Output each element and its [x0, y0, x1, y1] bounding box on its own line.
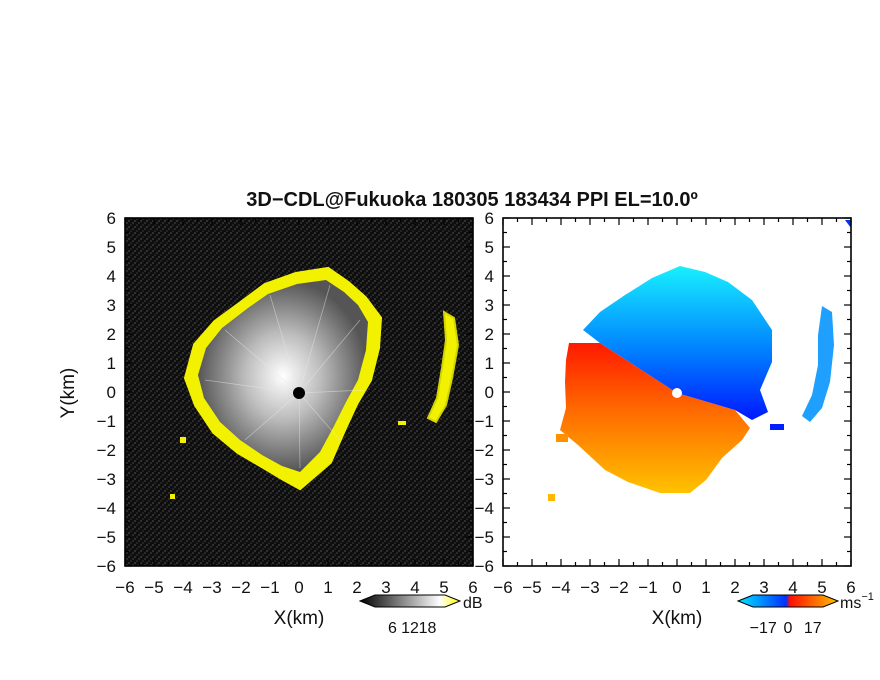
colorbar-tick-label: 0	[784, 620, 793, 637]
y-tick-label: −2	[97, 441, 116, 460]
y-tick-label: −6	[475, 557, 494, 576]
velocity-colorbar-bar	[736, 594, 840, 608]
x-tick-label: 4	[788, 578, 797, 597]
x-tick-label: 2	[730, 578, 739, 597]
reflectivity-east-band	[426, 310, 460, 424]
velocity-y-tick-labels: 6 5 4 3 2 1 0 −1 −2 −3 −4 −5 −6	[475, 209, 494, 576]
x-tick-label: −6	[493, 578, 512, 597]
velocity-panel: −6 −5 −4 −3 −2 −1 0 1 2 3 4 5 6 6543210−1−2−3−4−5−6 …	[475, 209, 874, 637]
x-tick-label: 5	[817, 578, 826, 597]
velocity-radar-site	[672, 388, 682, 398]
y-tick-label: 1	[107, 354, 116, 373]
reflectivity-x-tick-labels: −6 −5 −4 −3 −2 −1 0 1 2 3 4 5 6	[115, 578, 477, 597]
x-tick-label: −4	[173, 578, 192, 597]
y-tick-label: −3	[97, 470, 116, 489]
colorbar-tick-label: 12	[401, 620, 419, 637]
reflectivity-x-axis-title: X(km)	[274, 608, 325, 629]
y-tick-label: 0	[485, 383, 494, 402]
y-tick-label: 2	[107, 325, 116, 344]
colorbar-tick-label: 17	[804, 620, 822, 637]
radar-site-marker	[293, 387, 305, 399]
y-tick-label: −5	[475, 528, 494, 547]
x-tick-label: 1	[323, 578, 332, 597]
x-tick-label: 2	[352, 578, 361, 597]
reflectivity-y-axis-title: Y(km)	[58, 368, 79, 419]
x-tick-label: −4	[551, 578, 570, 597]
y-tick-label: 0	[107, 383, 116, 402]
y-tick-label: 6	[485, 209, 494, 228]
y-tick-label: −6	[97, 557, 116, 576]
figure-title: 3D−CDL@Fukuoka 180305 183434 PPI EL=10.0…	[246, 189, 698, 211]
colorbar-tick-label: 18	[419, 620, 437, 637]
reflectivity-echo-core	[198, 280, 368, 472]
x-tick-label: 6	[468, 578, 477, 597]
x-tick-label: −3	[202, 578, 221, 597]
velocity-colorbar-unit: ms−1	[840, 591, 874, 612]
reflectivity-colorbar-bar	[358, 594, 462, 608]
x-tick-label: 5	[439, 578, 448, 597]
reflectivity-ticks	[124, 217, 474, 567]
reflectivity-y-tick-labels: 6 5 4 3 2 1 0 −1 −2 −3 −4 −5 −6	[97, 209, 116, 576]
x-tick-label: 3	[381, 578, 390, 597]
y-tick-label: −1	[475, 412, 494, 431]
x-tick-label: 4	[410, 578, 419, 597]
velocity-x-tick-labels: −6 −5 −4 −3 −2 −1 0 1 2 3 4 5 6	[493, 578, 855, 597]
reflectivity-colorbar: 6 12 18 dB	[358, 594, 483, 637]
x-tick-label: 1	[701, 578, 710, 597]
velocity-approaching-region	[583, 266, 772, 420]
x-tick-label: 0	[672, 578, 681, 597]
x-tick-label: 6	[846, 578, 855, 597]
velocity-receding-region	[560, 343, 750, 493]
velocity-east-band	[802, 306, 834, 422]
y-tick-label: 4	[485, 267, 494, 286]
x-tick-label: −1	[260, 578, 279, 597]
velocity-colorbar: −17 0 17 ms−1	[736, 591, 874, 637]
colorbar-tick-label: 6	[388, 620, 397, 637]
y-tick-label: 5	[485, 238, 494, 257]
y-tick-label: −5	[97, 528, 116, 547]
y-tick-label: 3	[107, 296, 116, 315]
velocity-x-axis-title: X(km)	[652, 608, 703, 629]
x-tick-label: −5	[522, 578, 541, 597]
y-tick-label: −4	[97, 499, 116, 518]
y-tick-label: 4	[107, 267, 116, 286]
y-tick-label: 2	[485, 325, 494, 344]
reflectivity-colorbar-unit: dB	[463, 595, 483, 612]
x-tick-label: −6	[115, 578, 134, 597]
y-tick-label: −2	[475, 441, 494, 460]
x-tick-label: −2	[231, 578, 250, 597]
x-tick-label: −5	[144, 578, 163, 597]
x-tick-label: 3	[759, 578, 768, 597]
y-tick-label: 6	[107, 209, 116, 228]
y-tick-label: −3	[475, 470, 494, 489]
y-tick-label: 3	[485, 296, 494, 315]
y-tick-label: 5	[107, 238, 116, 257]
colorbar-tick-label: −17	[750, 620, 777, 637]
velocity-ticks	[502, 217, 852, 567]
x-tick-label: −1	[638, 578, 657, 597]
x-tick-label: 0	[294, 578, 303, 597]
reflectivity-panel: −6 −5 −4 −3 −2 −1 0 1 2 3 4 5 6 6543210−1−2−3−4−5−6 …	[58, 209, 483, 637]
y-tick-label: 1	[485, 354, 494, 373]
y-tick-label: −4	[475, 499, 494, 518]
x-tick-label: −2	[609, 578, 628, 597]
y-tick-label: −1	[97, 412, 116, 431]
x-tick-label: −3	[580, 578, 599, 597]
